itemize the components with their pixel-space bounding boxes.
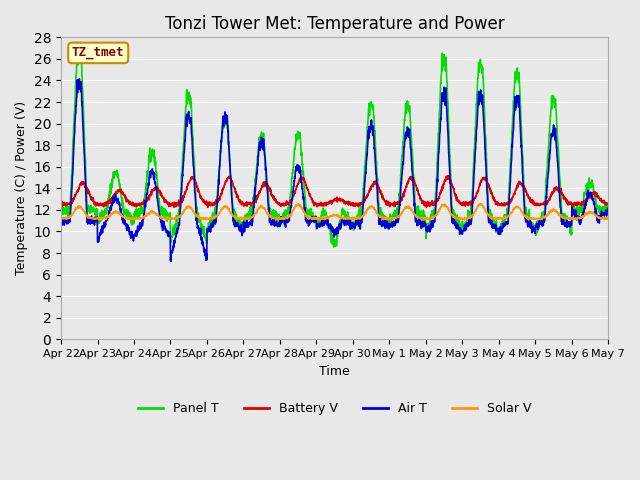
- Solar V: [57, 215, 65, 221]
- Y-axis label: Temperature (C) / Power (V): Temperature (C) / Power (V): [15, 101, 28, 276]
- Panel T: [572, 206, 579, 212]
- Solar V: [478, 201, 486, 206]
- Battery V: [362, 194, 370, 200]
- Solar V: [362, 210, 370, 216]
- Solar V: [604, 216, 612, 222]
- Air T: [494, 227, 502, 232]
- Air T: [167, 258, 175, 264]
- Panel T: [556, 180, 564, 186]
- Battery V: [572, 202, 579, 207]
- Line: Battery V: Battery V: [61, 176, 608, 207]
- Panel T: [604, 210, 612, 216]
- Solar V: [210, 214, 218, 220]
- Line: Panel T: Panel T: [61, 48, 608, 247]
- Air T: [556, 204, 564, 210]
- Air T: [211, 217, 218, 223]
- Solar V: [556, 212, 564, 218]
- Battery V: [494, 201, 502, 206]
- Battery V: [57, 202, 65, 208]
- Line: Solar V: Solar V: [61, 204, 608, 220]
- Solar V: [420, 217, 428, 223]
- Legend: Panel T, Battery V, Air T, Solar V: Panel T, Battery V, Air T, Solar V: [133, 397, 536, 420]
- Solar V: [350, 215, 358, 221]
- Air T: [572, 212, 579, 218]
- Panel T: [210, 217, 218, 223]
- Battery V: [210, 200, 218, 206]
- Panel T: [75, 45, 83, 50]
- Battery V: [422, 204, 430, 210]
- Air T: [57, 216, 65, 221]
- X-axis label: Time: Time: [319, 365, 350, 378]
- Air T: [363, 157, 371, 163]
- Panel T: [351, 225, 358, 230]
- Panel T: [363, 138, 371, 144]
- Solar V: [494, 215, 502, 221]
- Air T: [351, 226, 358, 231]
- Panel T: [330, 244, 337, 250]
- Solar V: [572, 216, 579, 222]
- Air T: [604, 205, 612, 211]
- Battery V: [350, 203, 358, 209]
- Air T: [76, 76, 83, 82]
- Battery V: [604, 202, 612, 207]
- Title: Tonzi Tower Met: Temperature and Power: Tonzi Tower Met: Temperature and Power: [164, 15, 504, 33]
- Text: TZ_tmet: TZ_tmet: [72, 47, 124, 60]
- Panel T: [57, 203, 65, 208]
- Battery V: [444, 173, 452, 179]
- Battery V: [556, 188, 564, 194]
- Line: Air T: Air T: [61, 79, 608, 261]
- Panel T: [494, 225, 502, 231]
